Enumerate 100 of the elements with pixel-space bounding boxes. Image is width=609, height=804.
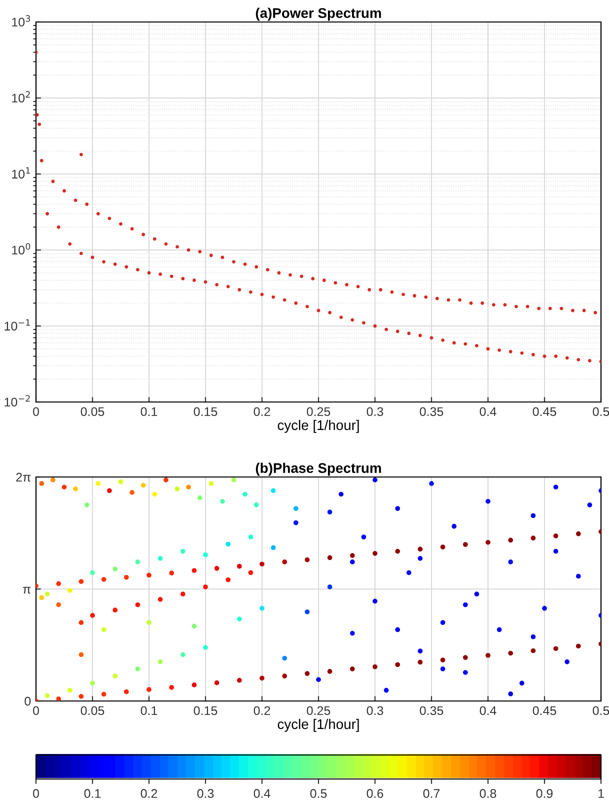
color-bar-label: 0 — [33, 789, 39, 798]
point — [192, 278, 196, 282]
point — [209, 254, 213, 258]
x-tick-label: 0.3 — [366, 706, 384, 716]
color-bar-label: 0.7 — [423, 789, 440, 798]
x-tick-label: 0.05 — [80, 706, 104, 716]
point — [542, 354, 546, 358]
point — [266, 268, 270, 272]
point — [356, 284, 360, 288]
point — [532, 352, 535, 356]
color-bar-label: 0.9 — [536, 789, 553, 798]
point — [362, 321, 366, 325]
point — [480, 301, 484, 305]
point — [430, 336, 434, 340]
point — [334, 281, 338, 285]
point — [124, 265, 128, 269]
x-tick-label: 0.25 — [306, 706, 330, 716]
point — [90, 256, 94, 260]
color-bar-label: 1 — [598, 789, 604, 798]
point — [378, 288, 382, 292]
point — [142, 232, 146, 236]
point — [243, 262, 247, 266]
point — [311, 276, 315, 280]
y-tick-label: 10$^{2}$ — [12, 91, 30, 103]
point — [170, 274, 174, 278]
point — [306, 304, 309, 308]
x-tick-label: 0.35 — [420, 706, 444, 716]
point — [322, 278, 326, 282]
point — [345, 282, 348, 286]
point — [288, 273, 292, 277]
point — [475, 344, 478, 348]
color-bar-label: 0.3 — [197, 789, 214, 798]
point — [226, 284, 230, 288]
point — [537, 306, 541, 310]
point — [464, 342, 468, 346]
point — [68, 242, 72, 246]
point — [102, 260, 106, 264]
point — [588, 358, 592, 362]
point — [152, 237, 156, 241]
point — [526, 304, 530, 308]
point — [176, 245, 179, 249]
point — [282, 298, 286, 302]
color-bar-label: 0.2 — [140, 789, 158, 798]
point — [38, 122, 42, 126]
point — [198, 250, 202, 254]
x-tick-label: 0.15 — [194, 706, 218, 716]
x-tick-label: 0.45 — [532, 407, 556, 416]
y-tick-label: 10$^{3}$ — [12, 15, 30, 27]
x-tick-label: 0 — [33, 706, 39, 716]
point — [548, 306, 552, 310]
x-axis-title: cycle [1/hour] — [278, 718, 359, 732]
x-tick-label: 0.35 — [420, 407, 444, 416]
point — [254, 265, 258, 269]
point — [424, 295, 428, 299]
point — [412, 294, 416, 298]
chart-title: (b)Phase Spectrum — [256, 462, 381, 476]
x-tick-label: 0.4 — [480, 407, 496, 416]
x-tick-label: 0.45 — [532, 706, 556, 716]
x-tick-label: 0.1 — [140, 706, 158, 716]
point — [407, 332, 411, 336]
point — [576, 358, 580, 362]
y-tick-label: 10$^{1}$ — [12, 167, 30, 179]
point — [238, 288, 242, 292]
point — [249, 290, 252, 294]
point — [571, 308, 574, 312]
point — [458, 298, 462, 302]
point — [486, 347, 490, 351]
y-tick-label: 0 — [24, 696, 31, 706]
color-bar-label: 0.8 — [480, 789, 496, 798]
point — [368, 288, 372, 292]
point — [469, 301, 473, 305]
x-axis-title: cycle [1/hour] — [278, 420, 359, 433]
point — [215, 282, 218, 286]
x-tick-label: 0.1 — [140, 407, 158, 416]
point — [328, 310, 332, 314]
point — [96, 212, 100, 216]
point — [62, 189, 66, 193]
point — [350, 318, 354, 322]
point — [594, 310, 598, 314]
x-tick-label: 0.05 — [80, 407, 104, 416]
point — [56, 225, 60, 229]
point — [46, 212, 49, 216]
color-bar-label: 0.4 — [254, 789, 270, 798]
point — [51, 180, 55, 184]
point — [418, 334, 422, 338]
point — [85, 202, 89, 206]
x-tick-label: 0.4 — [480, 706, 496, 716]
point — [80, 252, 83, 256]
point — [80, 152, 83, 156]
point — [503, 303, 507, 307]
point — [492, 303, 496, 307]
point — [113, 262, 117, 266]
point — [498, 348, 501, 352]
point — [277, 271, 281, 275]
x-tick-label: 0.5 — [592, 407, 609, 416]
x-tick-label: 0.25 — [306, 407, 330, 416]
y-tick-label: 10$^{0}$ — [12, 243, 30, 255]
point — [514, 304, 518, 308]
point — [508, 350, 512, 354]
point — [384, 328, 388, 332]
